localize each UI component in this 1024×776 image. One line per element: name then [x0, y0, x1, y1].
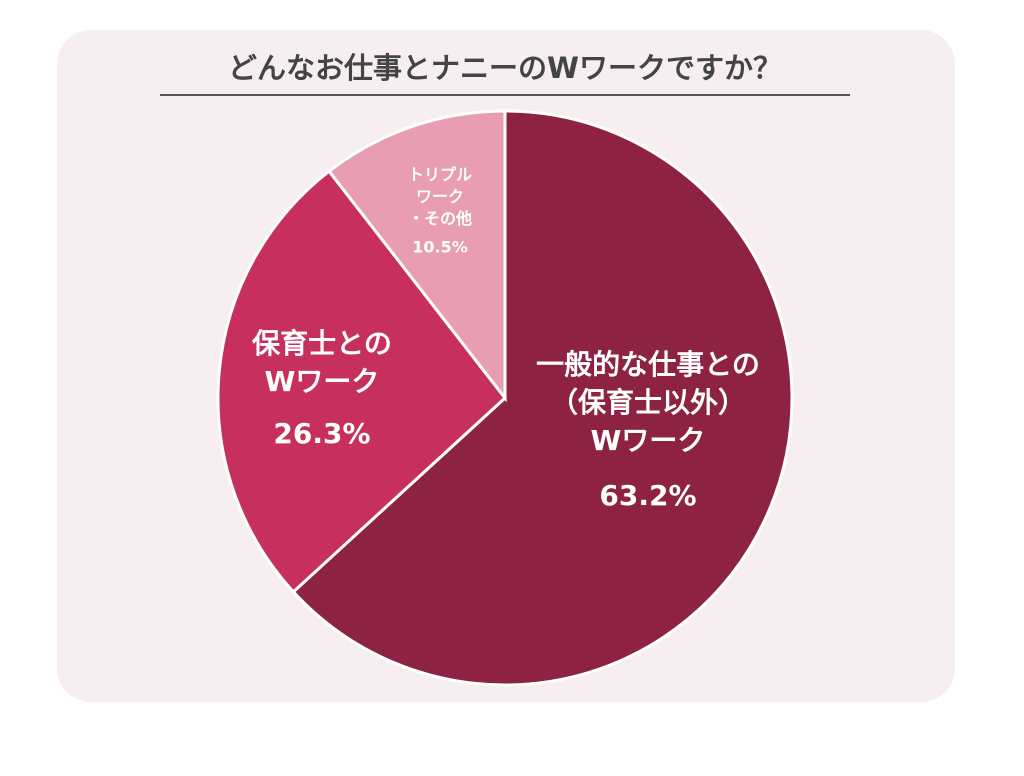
value-label: 63.2% — [599, 479, 696, 512]
pie-slice — [326, 109, 507, 403]
chart-title: どんなお仕事とナニーのWワークですか？ — [228, 51, 782, 85]
slice-label: トリプルワーク・その他 — [408, 165, 472, 228]
slice-label: 一般的な仕事との（保育士以外） Wワーク — [536, 348, 760, 457]
pie-slice — [291, 109, 794, 687]
value-label: 10.5% — [412, 238, 468, 257]
slice-label: 保育士との Wワーク — [252, 327, 392, 398]
value-label: 26.3% — [273, 417, 370, 450]
pie-slice — [216, 169, 508, 594]
